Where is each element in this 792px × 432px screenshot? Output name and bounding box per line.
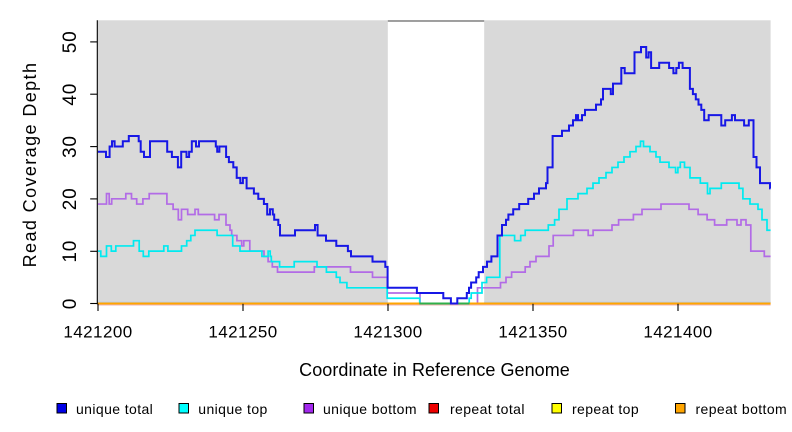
svg-text:1421300: 1421300 (353, 323, 422, 342)
svg-text:40: 40 (60, 83, 81, 106)
svg-text:0: 0 (60, 298, 81, 309)
svg-text:Coordinate in Reference Genome: Coordinate in Reference Genome (299, 360, 570, 380)
svg-text:repeat total: repeat total (450, 401, 525, 417)
svg-text:20: 20 (60, 188, 81, 211)
svg-text:1421350: 1421350 (498, 323, 567, 342)
svg-text:Read Coverage Depth: Read Coverage Depth (20, 62, 40, 268)
svg-text:repeat bottom: repeat bottom (696, 401, 788, 417)
svg-text:unique bottom: unique bottom (323, 401, 417, 417)
svg-text:repeat top: repeat top (572, 401, 639, 417)
svg-text:1421200: 1421200 (63, 323, 132, 342)
svg-text:unique top: unique top (198, 401, 267, 417)
svg-text:1421250: 1421250 (208, 323, 277, 342)
svg-text:30: 30 (60, 135, 81, 158)
svg-text:unique total: unique total (76, 401, 153, 417)
svg-text:50: 50 (60, 31, 81, 54)
svg-text:10: 10 (60, 240, 81, 263)
svg-text:1421400: 1421400 (643, 323, 712, 342)
